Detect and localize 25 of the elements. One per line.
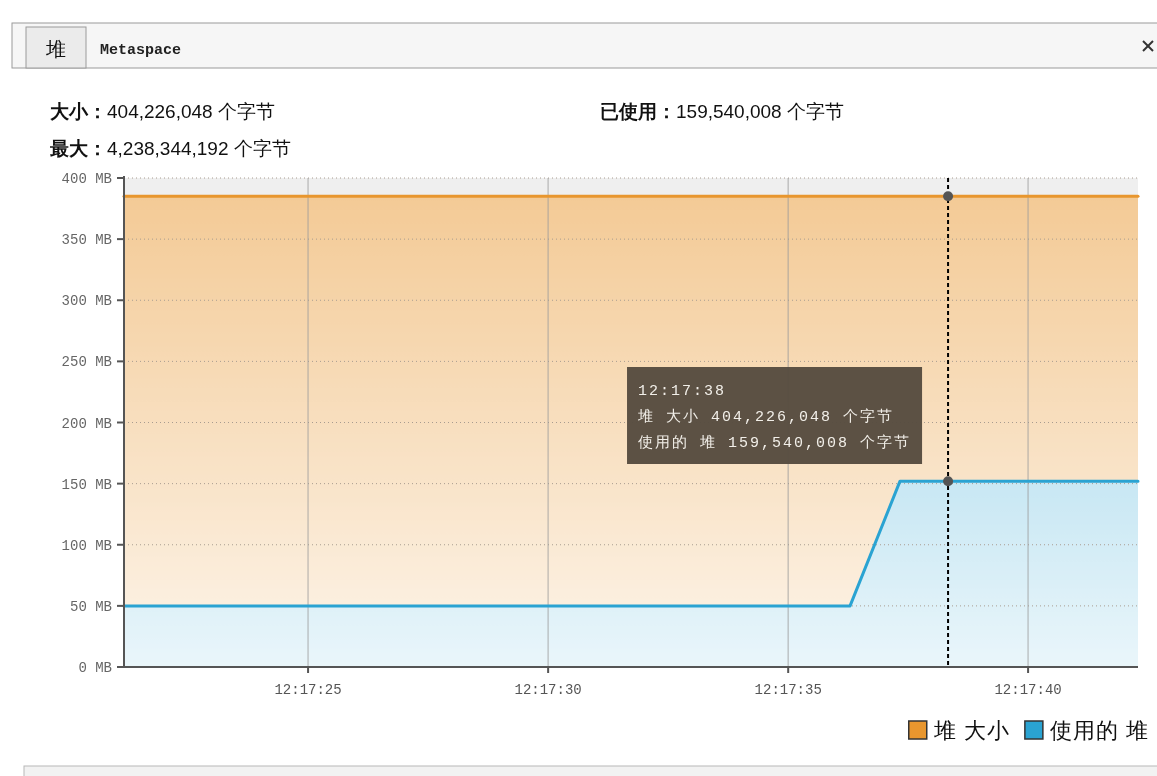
y-tick-label: 100 MB — [61, 537, 112, 554]
annotation: 12:17:38 — [638, 383, 727, 400]
x-tick-label: 12:17:30 — [514, 682, 582, 698]
legend-label: 使用的 堆 — [1049, 718, 1149, 743]
text: 最大：4,238,344,192 个字节 — [49, 138, 291, 159]
x-tick-label: 12:17:40 — [994, 682, 1062, 698]
y-tick-label: 0 MB — [78, 660, 112, 676]
y-tick-label: 150 MB — [61, 476, 112, 493]
y-tick-label: 300 MB — [61, 293, 112, 310]
x-tick-label: 12:17:35 — [754, 682, 822, 698]
y-tick-label: 200 MB — [61, 415, 112, 432]
annotation: 使用的 堆 159,540,008 个字节 — [638, 434, 912, 452]
y-tick-label: 400 MB — [61, 171, 112, 187]
annotation: 堆 大小 404,226,048 个字节 — [637, 408, 895, 426]
text: 大小：404,226,048 个字节 — [50, 101, 275, 122]
text: Metaspace — [100, 42, 182, 59]
tooltip: 12:17:38 堆 大小 404,226,048 个字节 使用的 堆 159,540,008 个字节 — [627, 367, 923, 464]
text: 已使用：159,540,008 个字节 — [600, 101, 844, 122]
y-tick-label: 250 MB — [61, 354, 112, 371]
y-tick-label: 350 MB — [61, 232, 112, 249]
x-tick-label: 12:17:25 — [274, 682, 342, 698]
legend-label: 堆 大小 — [932, 718, 1010, 743]
chart-title: 堆 — [45, 38, 66, 60]
tab: 堆 — [25, 26, 87, 69]
y-tick-label: 50 MB — [69, 598, 112, 615]
